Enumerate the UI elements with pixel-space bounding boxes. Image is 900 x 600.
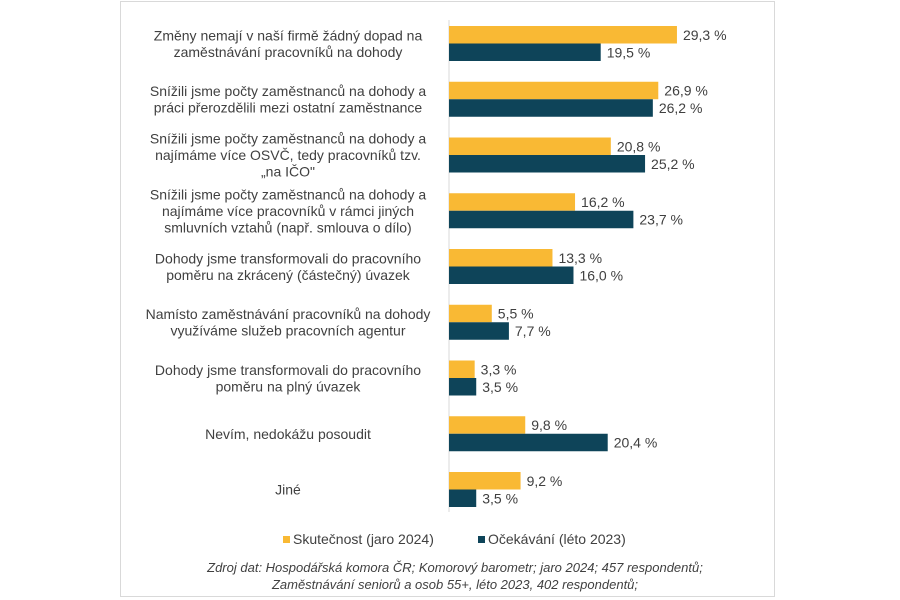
category-label: Dohody jsme transformovali do pracovního: [155, 362, 421, 378]
category-label: Snížili jsme počty zaměstnanců na dohody…: [150, 131, 426, 147]
data-label: 19,5 %: [607, 44, 651, 60]
bar-ocekavani: [449, 43, 601, 61]
legend-label: Očekávání (léto 2023): [488, 531, 626, 547]
legend-label: Skutečnost (jaro 2024): [293, 531, 434, 547]
category-label: Namísto zaměstnávání pracovníků na dohod…: [146, 306, 431, 322]
category-label: zaměstnávání pracovníků na dohody: [174, 44, 403, 60]
source-note: Zdroj dat: Hospodářská komora ČR; Komoro…: [206, 560, 703, 575]
data-label: 3,5 %: [482, 379, 518, 395]
category-label: Jiné: [275, 482, 301, 498]
data-label: 26,9 %: [664, 83, 708, 99]
category-label: najímáme více OSVČ, tedy pracovníků tzv.: [155, 147, 421, 163]
data-label: 23,7 %: [639, 212, 683, 228]
data-label: 25,2 %: [651, 156, 695, 172]
data-label: 7,7 %: [515, 323, 551, 339]
category-label: „na IČO": [261, 164, 315, 180]
bar-skutecnost: [449, 360, 475, 378]
data-label: 16,0 %: [579, 267, 623, 283]
data-label: 20,8 %: [617, 138, 661, 154]
category-label: smluvních vztahů (např. smlouva o dílo): [164, 219, 411, 235]
data-label: 20,4 %: [614, 435, 658, 451]
category-label: Snížili jsme počty zaměstnanců na dohody…: [150, 83, 426, 99]
category-label: Dohody jsme transformovali do pracovního: [155, 250, 421, 266]
data-label: 9,2 %: [527, 473, 563, 489]
chart-frame: [120, 1, 775, 597]
category-label: poměru na zkrácený (částečný) úvazek: [166, 267, 411, 283]
bar-skutecnost: [449, 137, 611, 155]
data-label: 5,5 %: [498, 306, 534, 322]
category-label: poměru na plný úvazek: [216, 378, 362, 394]
bar-ocekavani: [449, 210, 634, 229]
legend-swatch: [283, 536, 290, 543]
data-label: 3,3 %: [481, 361, 517, 377]
category-label: Snížili jsme počty zaměstnanců na dohody…: [150, 186, 426, 202]
data-label: 3,5 %: [482, 490, 518, 506]
category-label: Změny nemají v naší firmě žádný dopad na: [154, 27, 423, 43]
data-label: 16,2 %: [581, 194, 625, 210]
bar-ocekavani: [449, 433, 608, 452]
bar-skutecnost: [449, 416, 526, 434]
category-label: Nevím, nedokážu posoudit: [205, 426, 371, 442]
bar-ocekavani: [449, 99, 653, 117]
bar-ocekavani: [449, 378, 477, 396]
category-label: využíváme služeb pracovních agentur: [170, 323, 405, 339]
legend-swatch: [478, 536, 485, 543]
data-label: 26,2 %: [659, 100, 703, 116]
bar-skutecnost: [449, 304, 492, 323]
data-label: 13,3 %: [558, 250, 602, 266]
bar-ocekavani: [449, 322, 509, 340]
bar-skutecnost: [449, 193, 576, 211]
bar-ocekavani: [449, 266, 574, 284]
category-label: práci přerozdělili mezi ostatní zaměstna…: [154, 100, 423, 116]
bar-skutecnost: [449, 472, 521, 490]
bar-skutecnost: [449, 81, 659, 100]
source-note: Zaměstnávání seniorů a osob 55+, léto 20…: [271, 577, 638, 592]
data-label: 29,3 %: [683, 27, 727, 43]
category-label: najímáme více pracovníků v rámci jiných: [162, 203, 414, 219]
bar-skutecnost: [449, 26, 677, 44]
bar-ocekavani: [449, 489, 477, 507]
bar-skutecnost: [449, 249, 553, 267]
data-label: 9,8 %: [531, 417, 567, 433]
bar-ocekavani: [449, 155, 646, 173]
